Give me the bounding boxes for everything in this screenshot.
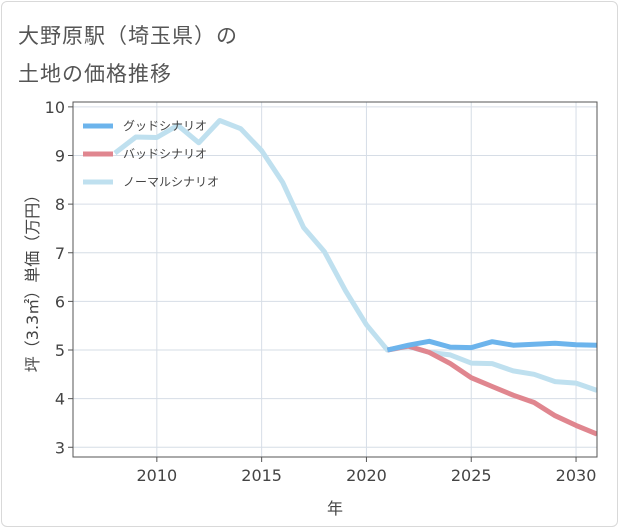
y-tick-label-5: 5 [55, 341, 65, 360]
x-tick-label-2025: 2025 [451, 466, 492, 485]
legend-label-bad: バッドシナリオ [123, 147, 207, 161]
y-tick-label-7: 7 [55, 244, 65, 263]
series-line-bad [386, 343, 597, 437]
legend-label-good: グッドシナリオ [123, 119, 207, 133]
y-tick-label-3: 3 [55, 438, 65, 457]
x-tick-label-2030: 2030 [556, 466, 597, 485]
x-tick-label-2015: 2015 [241, 466, 282, 485]
plot-frame [68, 101, 598, 462]
tick-labels: 3 4 5 6 7 8 9 10 2010 2015 2020 2025 2030 [45, 98, 597, 485]
x-tick-label-2010: 2010 [136, 466, 177, 485]
y-tick-label-9: 9 [55, 146, 65, 165]
plot-border [72, 101, 598, 458]
legend-label-normal: ノーマルシナリオ [123, 175, 219, 189]
chart-title-line-1: 大野原駅（埼玉県）の [18, 24, 238, 48]
grid-layer [73, 102, 597, 457]
y-tick-label-4: 4 [55, 390, 65, 409]
series-line-normal [113, 118, 597, 393]
series-layer [113, 118, 597, 437]
x-tick-label-2020: 2020 [346, 466, 387, 485]
y-tick-label-8: 8 [55, 195, 65, 214]
y-tick-label-10: 10 [45, 98, 65, 117]
series-line-good [386, 338, 597, 353]
chart-title-line-2: 土地の価格推移 [18, 62, 172, 86]
x-axis-title: 年 [327, 499, 343, 518]
y-axis-title: 坪（3.3㎡）単価（万円） [23, 187, 42, 372]
y-tick-label-6: 6 [55, 292, 65, 311]
